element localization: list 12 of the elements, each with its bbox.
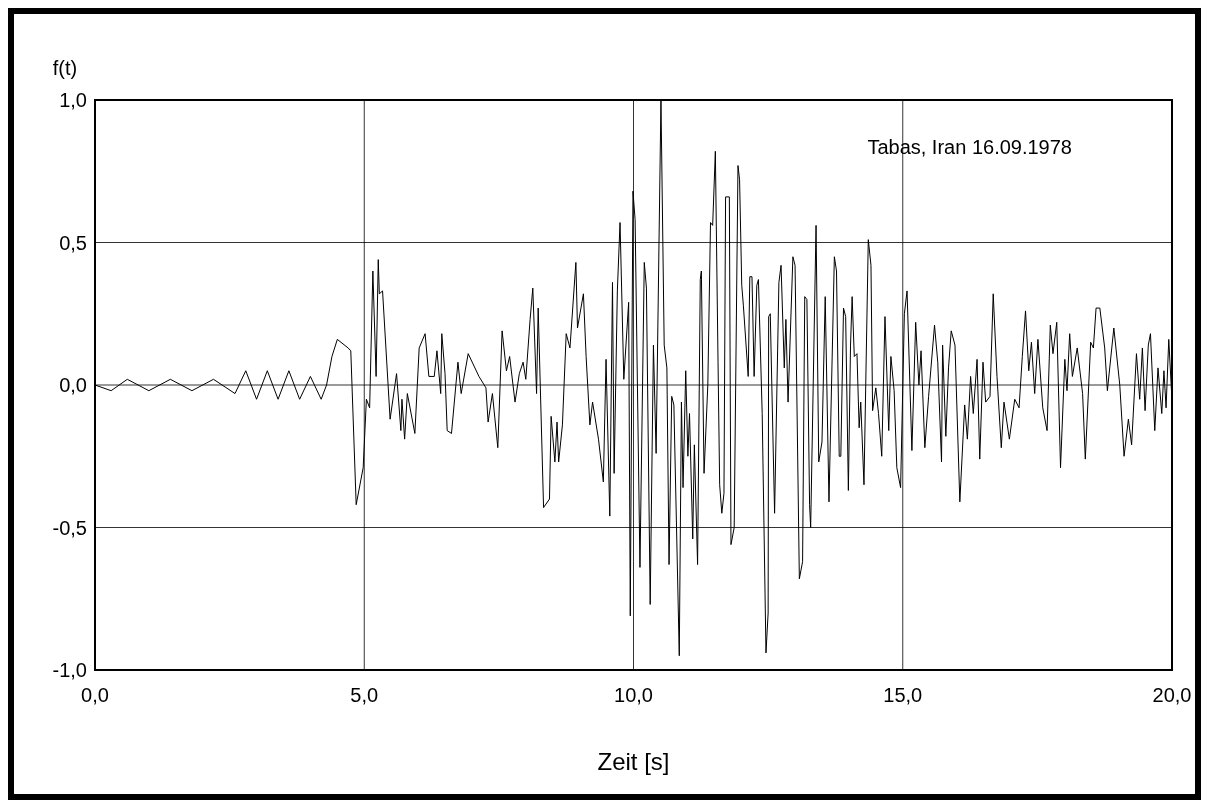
y-tick-label: 0,0 [59,374,87,396]
y-tick-label: 1,0 [59,89,87,111]
x-tick-label: 10,0 [614,684,653,706]
x-axis-title: Zeit [s] [597,748,670,775]
x-tick-label: 15,0 [883,684,923,706]
x-tick-label: 5,0 [350,684,379,706]
x-tick-label: 20,0 [1152,684,1192,706]
y-tick-label: -1,0 [52,659,87,681]
y-axis-title: f(t) [52,57,78,79]
x-tick-label: 0,0 [81,684,109,706]
y-tick-label: -0,5 [52,516,87,539]
y-tick-label: 0,5 [59,231,87,254]
